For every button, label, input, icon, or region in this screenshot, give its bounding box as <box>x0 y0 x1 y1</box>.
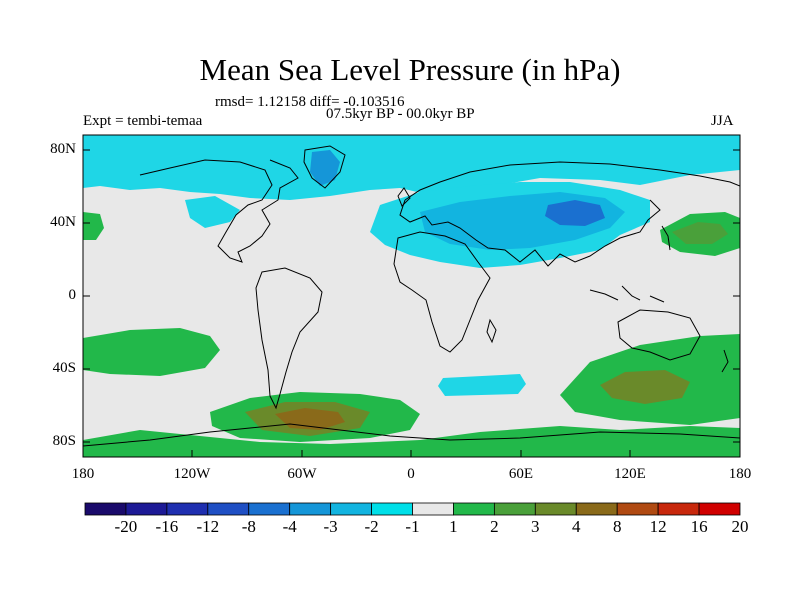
colorbar-label: 20 <box>731 517 749 536</box>
colorbar-box <box>207 502 250 516</box>
rmsd-diff-stats: rmsd= 1.12158 diff= -0.103516 <box>215 94 405 110</box>
lon-label-120w: 120W <box>173 466 211 482</box>
coast-antarctica <box>83 423 740 447</box>
positive-anomaly-south-pacific <box>83 328 220 376</box>
experiment-label: Expt = tembi-temaa <box>83 113 203 129</box>
lon-label-120e: 120E <box>614 466 646 482</box>
colorbar-label: -4 <box>282 517 297 536</box>
coast-uk <box>397 187 411 207</box>
coast-greenland <box>303 145 346 189</box>
lat-label-40s: 40S <box>52 360 76 376</box>
colorbar-box <box>371 502 413 516</box>
negative-anomaly-arctic <box>83 135 740 200</box>
coast-australia <box>617 309 701 361</box>
colorbar-box <box>575 502 618 516</box>
time-period: 07.5kyr BP - 00.0kyr BP <box>326 106 475 122</box>
colorbar-label: -20 <box>114 517 138 536</box>
coast-north-america <box>139 159 299 263</box>
colorbar-label: 3 <box>531 517 540 536</box>
colorbar-label: 1 <box>449 517 458 536</box>
colorbar-box <box>412 502 454 516</box>
negative-anomaly-south-indian <box>438 374 526 396</box>
coast-europe-asia <box>399 161 740 267</box>
colorbar-label: 2 <box>490 517 499 536</box>
colorbar-label: -3 <box>323 517 338 536</box>
colorbar-label: 12 <box>649 517 667 536</box>
coast-south-america <box>255 267 323 410</box>
axis-ticks <box>83 149 740 457</box>
lon-label-60e: 60E <box>508 466 534 482</box>
lon-label-60w: 60W <box>287 466 317 482</box>
colorbar-label: -1 <box>405 517 420 536</box>
colorbar-box <box>493 502 536 516</box>
colorbar-label: -16 <box>155 517 179 536</box>
lat-label-80s: 80S <box>52 433 76 449</box>
negative-anomaly-eurasia-core <box>545 200 605 226</box>
colorbar-label: 8 <box>612 517 622 536</box>
colorbar-box <box>657 502 700 516</box>
positive-anomaly-south-indian-core <box>600 370 690 404</box>
negative-anomaly-atlantic <box>185 196 240 228</box>
lat-label-0: 0 <box>68 287 77 303</box>
map-title: Mean Sea Level Pressure (in hPa) <box>199 52 621 87</box>
colorbar-label: 4 <box>572 517 581 536</box>
coast-madagascar <box>486 318 497 344</box>
season-label: JJA <box>711 113 734 129</box>
colorbar-label: -12 <box>196 517 220 536</box>
colorbar-box <box>248 502 291 516</box>
lat-label-80n: 80N <box>50 141 76 157</box>
colorbar-label: -2 <box>364 517 379 536</box>
colorbar-box <box>125 502 168 516</box>
colorbar-box <box>453 502 495 516</box>
colorbar-box <box>330 502 372 516</box>
colorbar-box <box>84 502 127 516</box>
lon-label-0: 0 <box>407 466 415 482</box>
coast-new-zealand <box>721 349 729 373</box>
coast-indonesia <box>589 285 665 303</box>
lat-label-40n: 40N <box>50 214 76 230</box>
colorbar <box>84 502 741 516</box>
coast-japan <box>661 225 671 251</box>
colorbar-box <box>534 502 577 516</box>
positive-anomaly-north-pacific-west <box>83 212 104 240</box>
colorbar-label: 16 <box>690 517 708 536</box>
colorbar-box <box>166 502 209 516</box>
coast-africa <box>393 231 491 353</box>
colorbar-box <box>616 502 659 516</box>
positive-anomaly-north-pacific-east-core <box>672 222 728 244</box>
colorbar-box <box>698 502 741 516</box>
colorbar-box <box>289 502 332 516</box>
greenland-anomaly <box>310 150 340 186</box>
map-field <box>83 135 740 457</box>
lon-label-180w: 180 <box>71 466 95 482</box>
colorbar-label: -8 <box>241 517 256 536</box>
coastlines <box>83 145 740 447</box>
lon-label-180e: 180 <box>728 466 752 482</box>
